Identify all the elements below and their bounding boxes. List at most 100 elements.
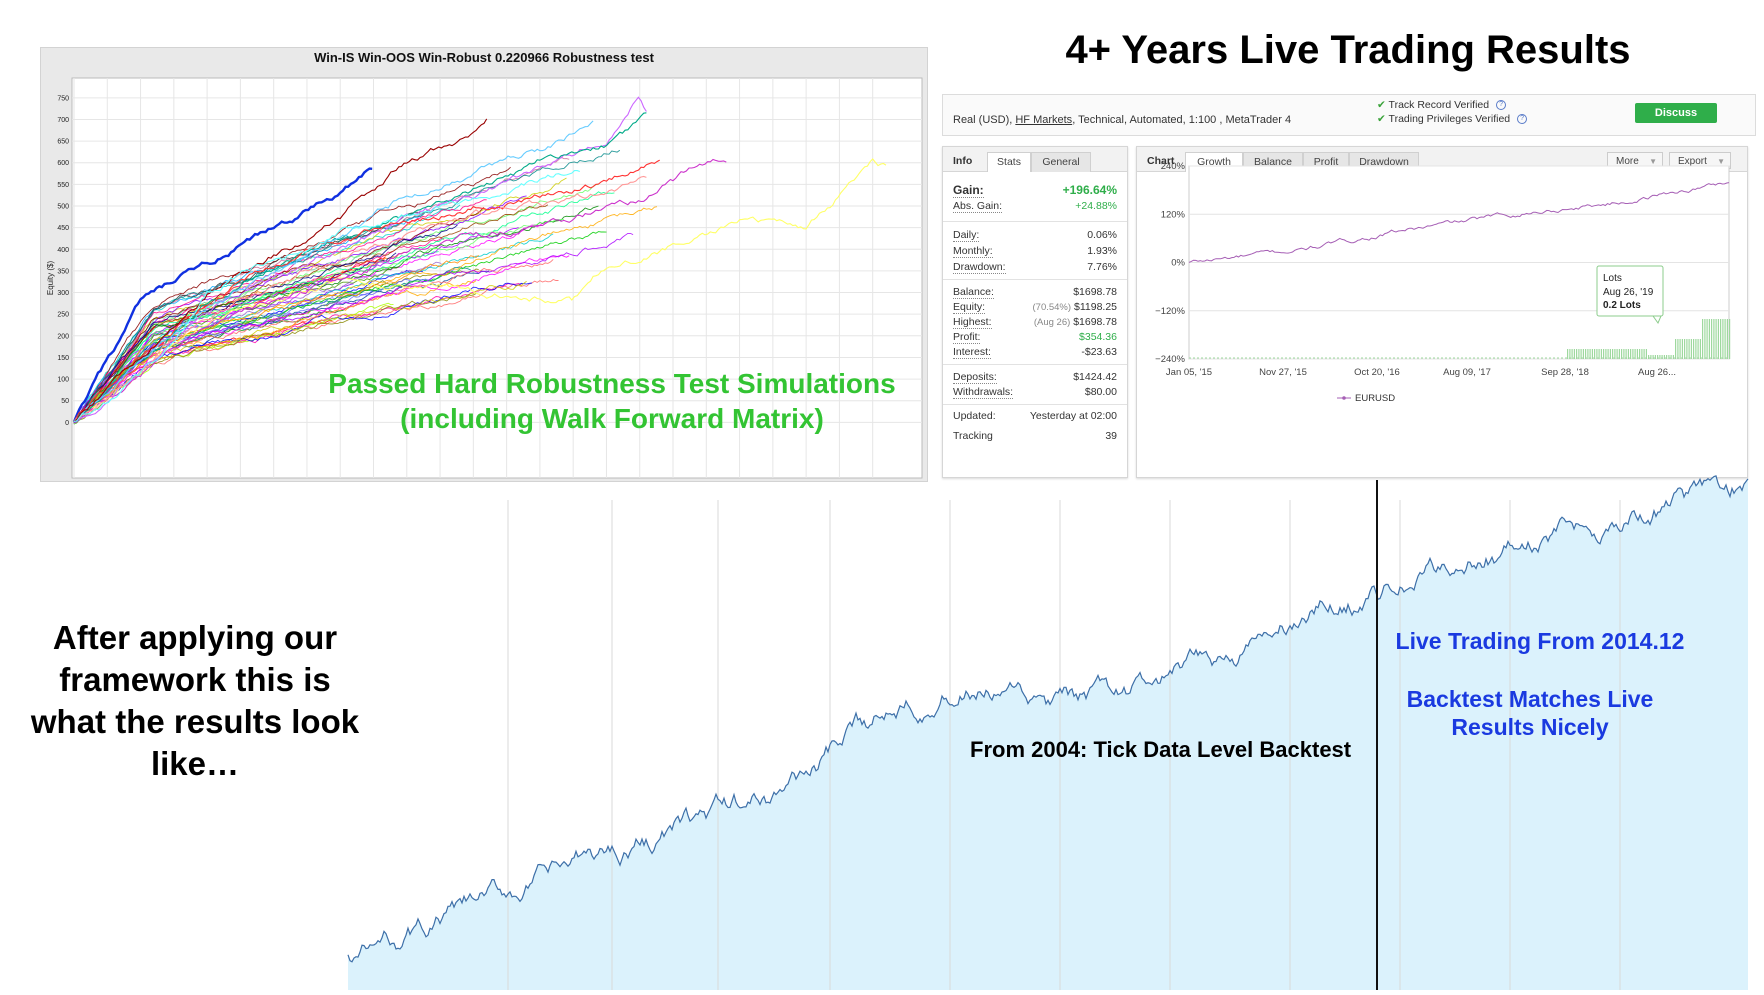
lots-bar xyxy=(1672,355,1674,359)
lots-bar xyxy=(1578,349,1580,359)
lots-bar xyxy=(1722,319,1724,359)
robustness-series-line xyxy=(73,159,660,422)
lots-bar xyxy=(1618,349,1620,359)
divider xyxy=(943,364,1127,365)
lots-bar xyxy=(1670,355,1672,359)
lots-bar xyxy=(1726,319,1728,359)
drawdown-row: Drawdown: 7.76% xyxy=(953,261,1117,275)
lots-bar xyxy=(1663,355,1665,359)
balance-row: Balance: $1698.78 xyxy=(953,286,1117,300)
lots-bar xyxy=(1715,319,1717,359)
tooltip-box xyxy=(1596,265,1664,317)
backtest-label: From 2004: Tick Data Level Backtest xyxy=(970,737,1352,762)
simulation-line xyxy=(73,204,549,422)
discuss-button[interactable]: Discuss xyxy=(1635,103,1717,123)
updated-row: Updated: Yesterday at 02:00 xyxy=(953,410,1117,424)
robustness-series-line xyxy=(72,167,373,423)
y-tick-label: 150 xyxy=(57,355,69,362)
interest-label: Interest: xyxy=(953,346,991,359)
help-icon[interactable]: ? xyxy=(1517,114,1528,125)
highest-row: Highest: (Aug 26) $1698.78 xyxy=(953,316,1117,330)
trading-privileges-verified: ✔ Trading Privileges Verified ? xyxy=(1377,113,1528,125)
lots-bar xyxy=(1706,319,1708,359)
tracking-value: 39 xyxy=(1105,430,1117,442)
lots-bar xyxy=(1711,319,1713,359)
chevron-down-icon: ▼ xyxy=(1717,157,1725,166)
equity-row: Equity: (70.54%) $1198.25 xyxy=(953,301,1117,315)
lots-bar xyxy=(1645,349,1647,359)
divider xyxy=(943,404,1127,405)
y-axis-label: Equity ($) xyxy=(46,261,55,296)
gain-label: Gain: xyxy=(953,183,984,198)
lots-bar xyxy=(1576,349,1578,359)
lots-bar xyxy=(1643,349,1645,359)
lots-bar xyxy=(1589,349,1591,359)
balance-value: $1698.78 xyxy=(1073,286,1117,298)
balance-label: Balance: xyxy=(953,286,994,299)
lots-bar xyxy=(1571,349,1573,359)
lots-bar xyxy=(1630,349,1632,359)
lots-bar xyxy=(1681,339,1683,359)
growth-series-line xyxy=(1188,182,1730,263)
lots-bar xyxy=(1668,355,1670,359)
info-label: Info xyxy=(953,155,973,167)
lots-bar xyxy=(1596,349,1598,359)
withdrawals-label: Withdrawals: xyxy=(953,386,1014,399)
lots-bar xyxy=(1702,319,1704,359)
lots-bar xyxy=(1580,349,1582,359)
equity-label: Equity: xyxy=(953,301,986,314)
tooltip-date: Aug 26, '19 xyxy=(1603,287,1654,298)
lots-bar xyxy=(1567,349,1569,359)
info-panel: Info Stats General Gain: +196.64% Abs. G… xyxy=(942,146,1128,478)
drawdown-value: 7.76% xyxy=(1087,261,1117,273)
tab-stats[interactable]: Stats xyxy=(987,152,1031,172)
lots-bar xyxy=(1695,339,1697,359)
lots-bar xyxy=(1598,349,1600,359)
lots-bar xyxy=(1688,339,1690,359)
lots-bar xyxy=(1616,349,1618,359)
y-tick-label: −120% xyxy=(1155,306,1185,317)
gain-value: +196.64% xyxy=(1062,183,1117,197)
lots-bar xyxy=(1573,349,1575,359)
lots-bar xyxy=(1690,339,1692,359)
broker-link[interactable]: HF Markets xyxy=(1015,114,1073,126)
lots-tooltip: Lots Aug 26, '19 0.2 Lots xyxy=(1596,265,1664,325)
export-dropdown[interactable]: Export ▼ xyxy=(1669,152,1731,169)
tooltip-value: 0.2 Lots xyxy=(1603,300,1641,311)
lots-bar xyxy=(1679,339,1681,359)
lots-bar xyxy=(1697,339,1699,359)
robustness-series-line xyxy=(73,158,887,423)
simulation-line xyxy=(73,166,511,424)
drawdown-label: Drawdown: xyxy=(953,261,1006,274)
lots-bar xyxy=(1704,319,1706,359)
y-tick-label: 0% xyxy=(1171,258,1185,269)
tab-general[interactable]: General xyxy=(1031,152,1091,172)
simulation-line xyxy=(73,233,554,423)
lots-bar xyxy=(1591,349,1593,359)
monthly-label: Monthly: xyxy=(953,245,993,258)
daily-row: Daily: 0.06% xyxy=(953,229,1117,243)
lots-bar xyxy=(1639,349,1641,359)
page-title: 4+ Years Live Trading Results xyxy=(1065,28,1631,72)
lots-bar xyxy=(1569,349,1571,359)
simulation-line xyxy=(73,213,423,425)
deposits-value: $1424.42 xyxy=(1073,371,1117,383)
tracking-row: Tracking 39 xyxy=(953,430,1117,444)
withdrawals-value: $80.00 xyxy=(1084,386,1117,398)
updated-label: Updated: xyxy=(953,410,996,422)
lots-bar xyxy=(1677,339,1679,359)
lots-bar xyxy=(1708,319,1710,359)
robustness-chart-panel: 0 50 100 150 200 250 300 350 400 450 500 550 600 650 7… xyxy=(40,47,928,482)
highest-value: $1698.78 xyxy=(1073,316,1117,328)
abs-gain-label: Abs. Gain: xyxy=(953,200,1003,213)
y-tick-label: 250 xyxy=(57,312,69,319)
robustness-series-line xyxy=(73,118,488,422)
y-tick-label: 650 xyxy=(57,139,69,146)
lots-bar xyxy=(1686,339,1688,359)
robustness-plot-area xyxy=(71,77,923,479)
help-icon[interactable]: ? xyxy=(1496,100,1507,111)
lots-bar xyxy=(1609,349,1611,359)
robustness-caption-line2: (including Walk Forward Matrix) xyxy=(400,403,824,434)
interest-value: -$23.63 xyxy=(1081,346,1117,358)
abs-gain-row: Abs. Gain: +24.88% xyxy=(953,200,1117,214)
